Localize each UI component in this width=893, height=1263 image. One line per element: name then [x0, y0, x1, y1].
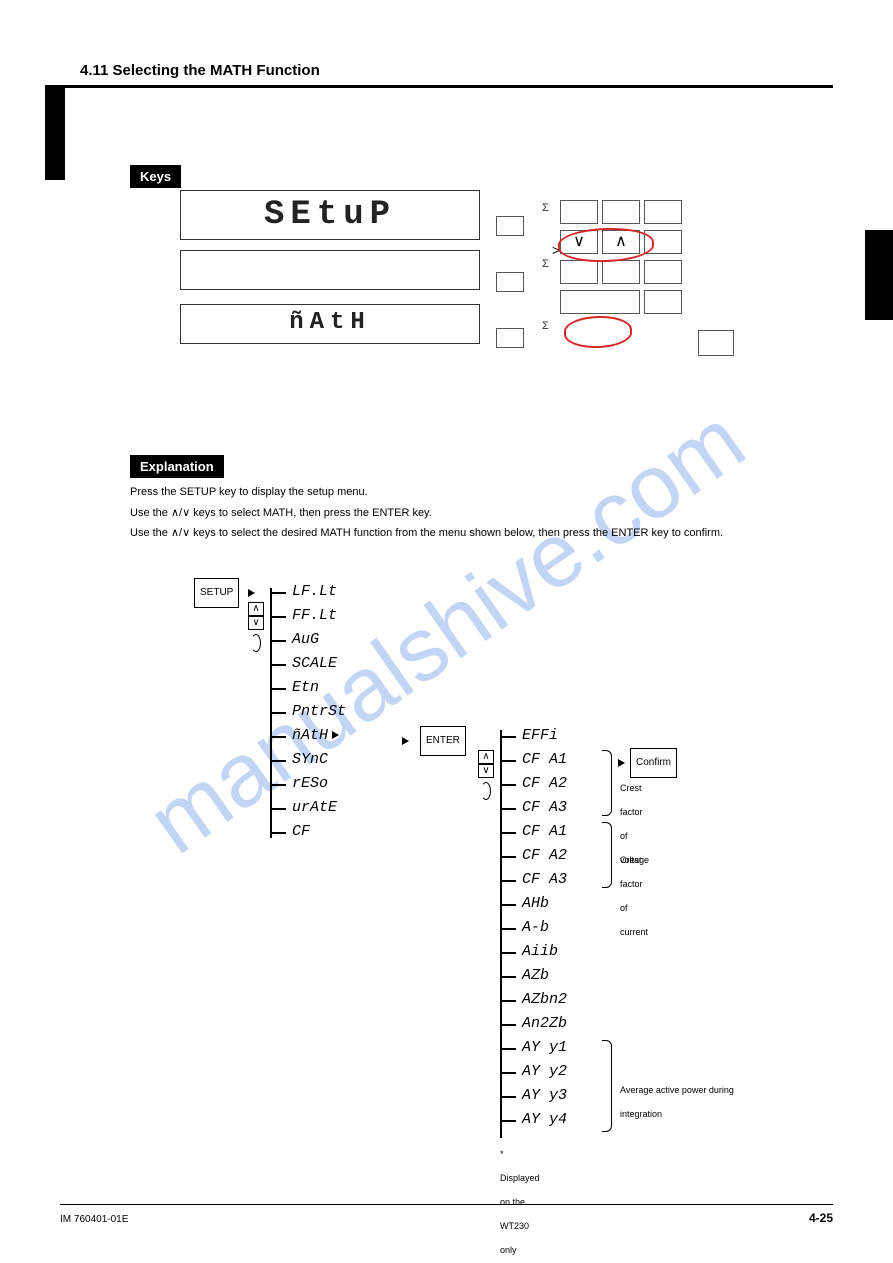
- chapter-title: 4.11 Selecting the MATH Function: [80, 62, 320, 79]
- small-button-c[interactable]: [496, 328, 524, 348]
- submenu-item[interactable]: CF A1: [500, 748, 567, 772]
- sigma-label-3: Σ: [542, 320, 549, 332]
- side-tab-right: [865, 230, 893, 320]
- manual-reference: IM 760401-01E: [60, 1214, 128, 1225]
- step-explain-label: Explanation: [130, 455, 224, 478]
- sigma-label-1: Σ: [542, 202, 549, 214]
- lcd-display-b: [180, 250, 480, 290]
- panel-button[interactable]: [644, 290, 682, 314]
- menu-item[interactable]: CF: [270, 820, 346, 844]
- submenu-item[interactable]: CF A2: [500, 844, 567, 868]
- panel-aux-box: [698, 330, 734, 356]
- row-indicator: >: [552, 242, 560, 258]
- confirm-box[interactable]: Confirm: [630, 748, 677, 778]
- enter-button[interactable]: [560, 290, 640, 314]
- submenu-item[interactable]: AY y4: [500, 1108, 567, 1132]
- submenu-item[interactable]: AHb: [500, 892, 567, 916]
- submenu-item[interactable]: CF A1: [500, 820, 567, 844]
- small-button-a[interactable]: [496, 216, 524, 236]
- explain-p3: Use the ∧/∨ keys to select the desired M…: [130, 525, 833, 542]
- button-grid: ∨ ∧: [560, 200, 682, 314]
- panel-button[interactable]: [602, 200, 640, 224]
- brace-voltage: [602, 750, 612, 816]
- submenu-item[interactable]: CF A3: [500, 796, 567, 820]
- brace-current: [602, 822, 612, 888]
- setup-key-box[interactable]: SETUP: [194, 578, 239, 608]
- explain-p2: Use the ∧/∨ keys to select MATH, then pr…: [130, 505, 833, 522]
- menu-item[interactable]: FF.Lt: [270, 604, 346, 628]
- submenu-item[interactable]: AZb: [500, 964, 567, 988]
- step-keys-label: Keys: [130, 165, 181, 188]
- panel-button[interactable]: [560, 200, 598, 224]
- small-button-b[interactable]: [496, 272, 524, 292]
- updown-indicator-2: ∧ ∨: [478, 750, 494, 800]
- page-number: 4-25: [809, 1211, 833, 1225]
- loop-icon: [481, 782, 491, 800]
- device-panel: SEtuP ñAtH Σ Σ Σ ∨ ∧ >: [180, 190, 720, 400]
- up-icon: ∧: [248, 602, 264, 616]
- up-icon: ∧: [478, 750, 494, 764]
- menu-item[interactable]: Etn: [270, 676, 346, 700]
- brace-avgpower: [602, 1040, 612, 1132]
- up-button[interactable]: ∨: [560, 230, 598, 254]
- menu-item[interactable]: urAtE: [270, 796, 346, 820]
- submenu-item[interactable]: AY y1: [500, 1036, 567, 1060]
- submenu-item[interactable]: AY y3: [500, 1084, 567, 1108]
- menu-item[interactable]: PntrSt: [270, 700, 346, 724]
- footer-rule: [60, 1204, 833, 1205]
- submenu-item[interactable]: A-b: [500, 916, 567, 940]
- submenu-item[interactable]: CF A2: [500, 772, 567, 796]
- note-wt230-only: * Displayed on the WT230 only: [500, 1142, 540, 1262]
- submenu-item[interactable]: AZbn2: [500, 988, 567, 1012]
- side-tab-left: [45, 85, 65, 180]
- down-icon: ∨: [248, 616, 264, 630]
- panel-button[interactable]: [602, 260, 640, 284]
- panel-button[interactable]: [644, 200, 682, 224]
- lcd-display-a: SEtuP: [180, 190, 480, 240]
- submenu-item[interactable]: Aiib: [500, 940, 567, 964]
- menu-item[interactable]: SCALE: [270, 652, 346, 676]
- red-highlight-enter: [563, 315, 632, 349]
- lcd-display-c: ñAtH: [180, 304, 480, 344]
- updown-indicator-1: ∧ ∨: [248, 602, 264, 652]
- menu-item[interactable]: LF.Lt: [270, 580, 346, 604]
- menu-item[interactable]: ñAtH: [270, 724, 346, 748]
- down-icon: ∨: [478, 764, 494, 778]
- sigma-label-2: Σ: [542, 258, 549, 270]
- enter-key-box[interactable]: ENTER: [420, 726, 466, 756]
- explanation-text: Press the SETUP key to display the setup…: [130, 480, 833, 546]
- panel-button[interactable]: [644, 230, 682, 254]
- note-avgpower: Average active power during integration: [620, 1078, 760, 1126]
- note-current: Crest factor of current: [620, 848, 648, 944]
- submenu-item[interactable]: AY y2: [500, 1060, 567, 1084]
- panel-button[interactable]: [560, 260, 598, 284]
- menu-item[interactable]: rESo: [270, 772, 346, 796]
- submenu-item[interactable]: An2Zb: [500, 1012, 567, 1036]
- down-button[interactable]: ∧: [602, 230, 640, 254]
- watermark: manualshive.com: [130, 388, 763, 874]
- header-rule: [60, 85, 833, 88]
- submenu-item[interactable]: CF A3: [500, 868, 567, 892]
- menu-item[interactable]: AuG: [270, 628, 346, 652]
- menu-item[interactable]: SYnC: [270, 748, 346, 772]
- explain-p1: Press the SETUP key to display the setup…: [130, 484, 833, 501]
- submenu-item[interactable]: EFFi: [500, 724, 567, 748]
- loop-icon: [251, 634, 261, 652]
- panel-button[interactable]: [644, 260, 682, 284]
